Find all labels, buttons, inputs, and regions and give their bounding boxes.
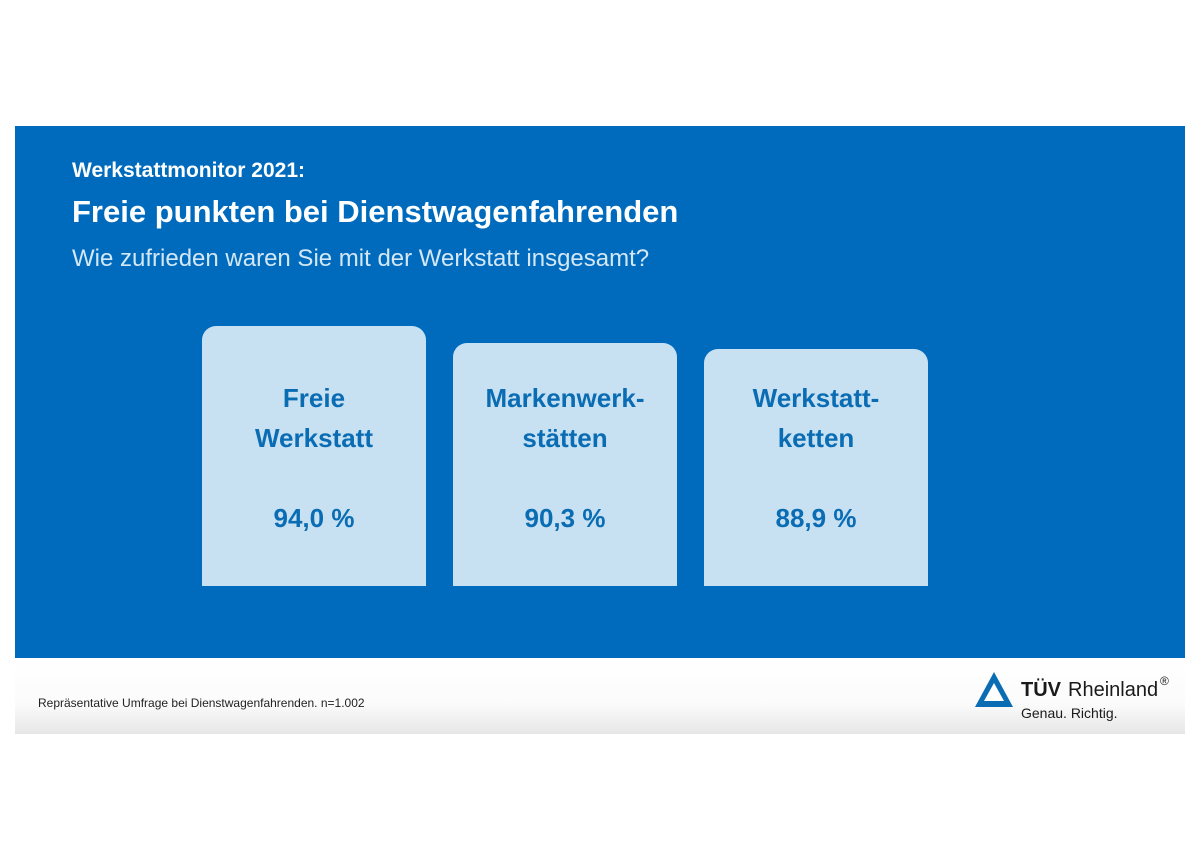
brand-tagline: Genau. Richtig. bbox=[1021, 705, 1118, 721]
value-label: 88,9 % bbox=[775, 502, 857, 533]
survey-question: Wie zufrieden waren Sie mit der Werkstat… bbox=[72, 245, 650, 272]
registered-mark: ® bbox=[1160, 674, 1169, 688]
slide-kicker: Werkstattmonitor 2021: bbox=[72, 159, 306, 182]
bar-card: Werkstatt-ketten 88,9 % bbox=[704, 348, 928, 586]
category-label-line: Werkstatt- bbox=[752, 382, 880, 413]
tuv-triangle-icon bbox=[975, 672, 1013, 707]
category-label-line: ketten bbox=[777, 422, 855, 453]
footer: Repräsentative Umfrage bei Dienstwagenfa… bbox=[15, 658, 1185, 734]
bar-card: Freie Werkstatt 94,0 % bbox=[202, 326, 426, 586]
category-label: Markenwerk-stätten bbox=[453, 378, 677, 458]
category-label: Freie Werkstatt bbox=[202, 378, 426, 458]
brand-tuv: TÜV bbox=[1021, 679, 1061, 701]
category-label-line: Markenwerk- bbox=[485, 382, 645, 413]
slide-panel: Werkstattmonitor 2021: Freie punkten bei… bbox=[15, 126, 1185, 658]
value-label: 94,0 % bbox=[273, 503, 355, 533]
source-note: Repräsentative Umfrage bei Dienstwagenfa… bbox=[38, 696, 365, 710]
tuv-rheinland-logo: TÜV Rheinland ® Genau. Richtig. bbox=[973, 670, 1173, 724]
category-label-line: stätten bbox=[522, 422, 608, 453]
category-label-line: Freie bbox=[282, 383, 346, 413]
category-label: Werkstatt-ketten bbox=[704, 378, 928, 458]
slide-title: Freie punkten bei Dienstwagenfahrenden bbox=[72, 194, 679, 229]
category-label-line: Werkstatt bbox=[254, 423, 373, 453]
bar-card: Markenwerk-stätten 90,3 % bbox=[453, 342, 677, 586]
value-label: 90,3 % bbox=[524, 502, 606, 533]
brand-rheinland: Rheinland bbox=[1068, 679, 1159, 701]
